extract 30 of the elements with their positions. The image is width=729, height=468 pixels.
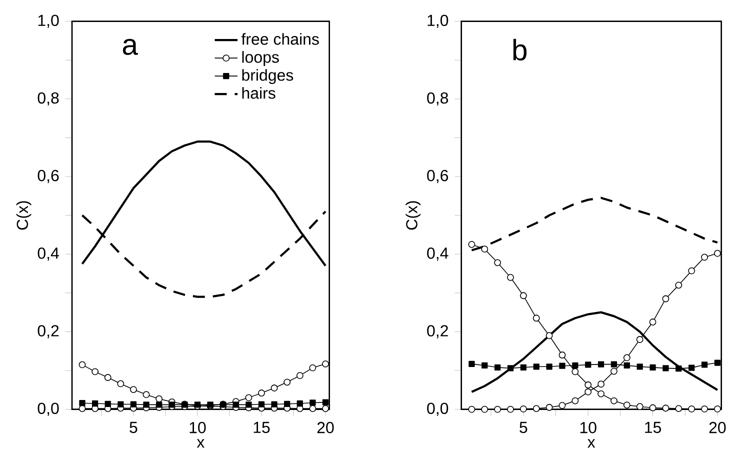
x-axis-title: x [196, 439, 204, 448]
y-tick-label: 1,0 [428, 14, 448, 28]
legend-label: bridges [242, 69, 294, 84]
x-tick-label: 10 [190, 422, 206, 434]
y-tick-label: 0,6 [427, 170, 448, 184]
x-axis-title: x [588, 439, 596, 448]
legend-label: free chains [241, 33, 319, 45]
annotation: a [122, 38, 138, 55]
y-tick-label: 0,2 [38, 325, 59, 338]
x-tick-label: 15 [254, 422, 270, 434]
annotation: b [513, 38, 527, 60]
y-tick-label: 0,6 [38, 170, 59, 184]
legend-label: loops [242, 51, 279, 66]
y-tick-label: 0,4 [38, 248, 59, 261]
y-axis-title: C(x) [16, 201, 32, 230]
x-tick-label: 20 [709, 422, 726, 434]
x-tick-label: 10 [580, 422, 596, 434]
y-tick-label: 0,0 [427, 402, 448, 416]
y-tick-label: 0,0 [38, 402, 59, 416]
y-axis-title: C(x) [406, 201, 421, 230]
x-tick-label: 20 [317, 422, 334, 434]
y-tick-label: 0,4 [427, 248, 448, 261]
x-tick-label: 5 [130, 422, 138, 434]
x-tick-label: 5 [520, 422, 528, 434]
y-tick-label: 0,2 [427, 325, 448, 338]
x-tick-label: 15 [645, 422, 661, 434]
legend-label: hairs [242, 87, 276, 99]
y-tick-label: 0,8 [38, 92, 59, 106]
y-tick-label: 1,0 [38, 14, 59, 28]
y-tick-label: 0,8 [427, 92, 448, 106]
